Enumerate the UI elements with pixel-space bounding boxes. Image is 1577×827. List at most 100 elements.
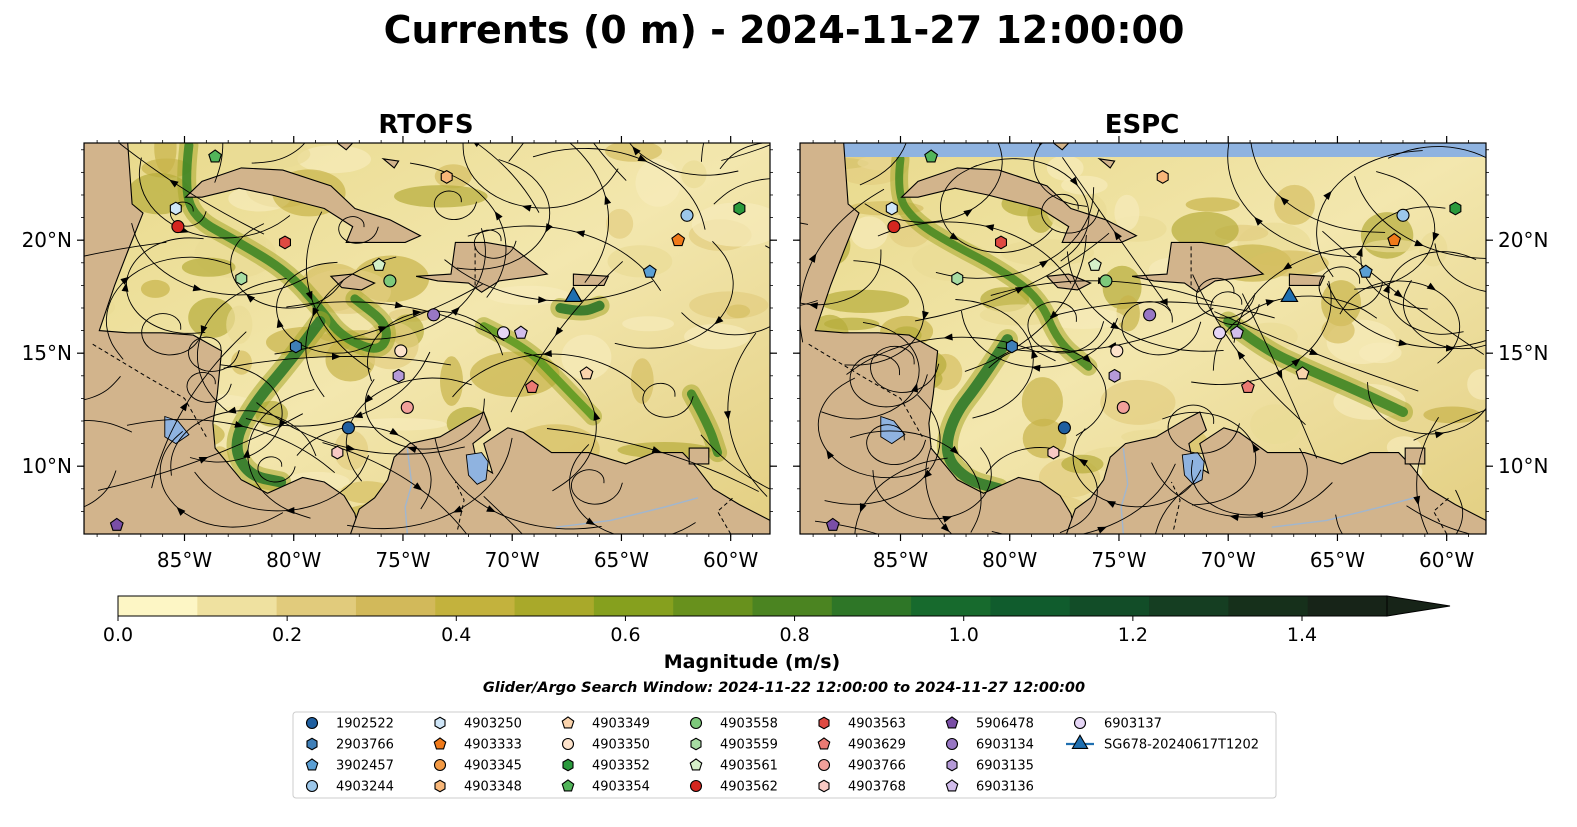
- legend-item: 2903766: [306, 737, 394, 753]
- platform-marker: [1110, 344, 1124, 358]
- lon-tick-label: 80°W: [266, 548, 321, 572]
- legend-marker: [1071, 734, 1089, 749]
- legend-item: 4903766: [817, 759, 906, 774]
- colorbar-segment: [593, 596, 674, 616]
- legend-item: 3902457: [305, 758, 394, 774]
- colorbar-label: Magnitude (m/s): [664, 651, 841, 673]
- legend-label: 1902522: [336, 717, 394, 732]
- platform-marker: [427, 308, 441, 322]
- platform-marker: [951, 271, 964, 286]
- lon-tick-label: 75°W: [375, 548, 430, 572]
- platform-marker: [169, 201, 182, 216]
- legend-label: 4903244: [336, 780, 394, 795]
- legend-item: 4903352: [562, 759, 650, 774]
- lat-tick-label: 10°N: [22, 454, 72, 478]
- legend-label: 4903766: [848, 759, 906, 774]
- platform-marker: [924, 149, 939, 163]
- platform-marker: [1057, 421, 1071, 435]
- colorbar: 0.0 0.2 0.4 0.6 0.8 1.0 1.2 1.4 Magnitude (m/s): [103, 595, 1451, 673]
- legend-label: 4903348: [464, 780, 522, 795]
- lon-tick-label: 70°W: [1201, 548, 1256, 572]
- legend-label: 4903350: [592, 738, 650, 753]
- platform-marker: [994, 235, 1008, 250]
- platform-marker: [371, 257, 386, 271]
- legend-label: 6903137: [1104, 717, 1162, 732]
- lon-tick-label: 65°W: [594, 548, 649, 572]
- platform-marker: [1087, 257, 1102, 271]
- colorbar-segment: [276, 596, 357, 616]
- lon-tick-label: 70°W: [485, 548, 540, 572]
- colorbar-tick-label: 0.0: [103, 624, 133, 646]
- colorbar-segment: [355, 596, 436, 616]
- platform-marker: [496, 326, 511, 340]
- colorbar-tick-label: 0.2: [272, 624, 302, 646]
- platform-marker: [171, 220, 185, 234]
- legend-item: 4903348: [434, 779, 522, 795]
- lat-tick-label: 15°N: [1498, 341, 1548, 365]
- platform-marker: [885, 201, 898, 216]
- legend-marker: [561, 779, 575, 792]
- platform-marker: [1396, 208, 1410, 222]
- legend-item: 6903136: [945, 779, 1034, 795]
- legend-item: 6903137: [1073, 717, 1162, 732]
- legend-item: 6903134: [945, 738, 1034, 753]
- legend-marker: [561, 716, 575, 729]
- colorbar-extend-arrow: [1386, 595, 1451, 617]
- panel-title-rtofs: RTOFS: [378, 110, 473, 140]
- legend-label: 4903558: [720, 717, 778, 732]
- legend-label: 2903766: [336, 738, 394, 753]
- legend-label: 4903559: [720, 738, 778, 753]
- colorbar-segment: [673, 596, 754, 616]
- legend-marker: [306, 737, 318, 751]
- platform-markers: [109, 149, 746, 531]
- platform-marker: [1156, 169, 1169, 184]
- colorbar-segment: [990, 596, 1071, 616]
- colorbar-segment: [1149, 596, 1229, 616]
- legend-marker: [434, 716, 446, 730]
- colorbar-segment: [435, 596, 516, 616]
- legend-marker: [689, 779, 703, 793]
- platform-marker: [1295, 366, 1310, 380]
- platform-marker: [331, 445, 344, 460]
- legend-label: 5906478: [976, 717, 1034, 732]
- lon-tick-label: 85°W: [873, 548, 928, 572]
- legend-label: 3902457: [336, 759, 394, 774]
- legend-marker: [434, 779, 446, 793]
- legend-label: 4903352: [592, 759, 650, 774]
- legend-item: 4903561: [689, 758, 778, 774]
- legend-label: 4903563: [848, 717, 906, 732]
- lat-tick-label: 20°N: [1498, 228, 1548, 252]
- lon-tick-label: 60°W: [1419, 548, 1474, 572]
- lat-tick-label: 15°N: [22, 341, 72, 365]
- platform-marker: [392, 368, 405, 383]
- platform-marker: [109, 517, 124, 531]
- platform-marker: [1116, 400, 1130, 414]
- legend-label: 6903136: [976, 780, 1034, 795]
- platform-marker: [524, 379, 539, 393]
- platform-marker: [289, 339, 302, 354]
- legend: 1902522 2903766 3902457 4903244 4903250 49033…: [292, 711, 1277, 799]
- legend-marker: [689, 716, 703, 730]
- platform-marker: [1047, 445, 1060, 460]
- platform-marker: [440, 169, 453, 184]
- colorbar-segment: [1228, 596, 1309, 616]
- map-frame: [799, 142, 1487, 535]
- lat-tick-label: 20°N: [22, 228, 72, 252]
- platform-marker: [208, 149, 223, 163]
- legend-item: 4903562: [689, 779, 778, 795]
- streamlines: [800, 143, 1486, 534]
- panel-title-espc: ESPC: [1105, 110, 1180, 140]
- legend-label: 4903768: [848, 780, 906, 795]
- legend-marker: [946, 758, 958, 772]
- platform-marker: [400, 400, 414, 414]
- map-panel-rtofs: RTOFS 85°W 80°W 75°W 70°W 65°W 60°W 20°N 15°N 10…: [22, 110, 777, 572]
- platform-marker: [1229, 325, 1244, 339]
- platform-marker: [1099, 274, 1113, 288]
- streamlines: [84, 143, 770, 534]
- platform-marker: [1143, 308, 1157, 322]
- map-ticks: 85°W 80°W 75°W 70°W 65°W 60°W 20°N 15°N 10°N: [22, 136, 777, 572]
- colorbar-tick-label: 0.8: [779, 624, 809, 646]
- legend-marker: [433, 758, 447, 772]
- map-panel-espc: ESPC 85°W 80°W 75°W 70°W 65°W 60°W 20°N 15°N 10°…: [793, 110, 1548, 572]
- platform-marker: [278, 235, 292, 250]
